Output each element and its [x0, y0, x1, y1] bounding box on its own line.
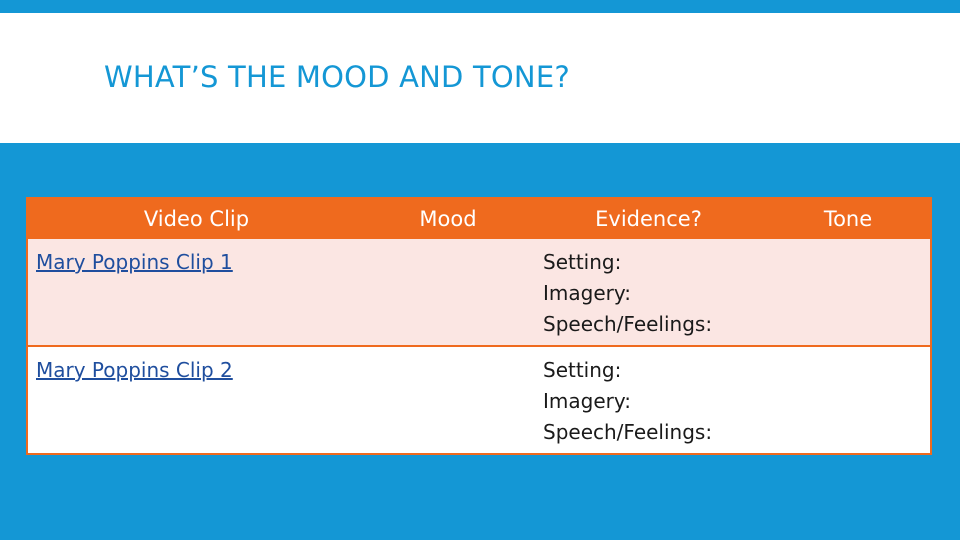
table-row: Mary Poppins Clip 2 Setting: Imagery: Sp… [27, 345, 931, 454]
evidence-setting: Setting: [543, 358, 622, 382]
clip-link-2[interactable]: Mary Poppins Clip 2 [36, 358, 233, 382]
evidence-imagery: Imagery: [543, 281, 631, 305]
header-tone: Tone [766, 198, 931, 239]
mood-cell[interactable] [365, 345, 531, 454]
evidence-speech-feelings: Speech/Feelings: [543, 312, 713, 336]
slide-title: WHAT’S THE MOOD AND TONE? [104, 60, 570, 94]
mood-tone-table: Video Clip Mood Evidence? Tone Mary Popp… [26, 197, 932, 455]
title-band [0, 13, 960, 143]
header-video-clip: Video Clip [27, 198, 365, 239]
evidence-imagery: Imagery: [543, 389, 631, 413]
header-mood: Mood [365, 198, 531, 239]
tone-cell[interactable] [766, 239, 931, 346]
table-row: Mary Poppins Clip 1 Setting: Imagery: Sp… [27, 239, 931, 346]
clip-cell: Mary Poppins Clip 2 [27, 345, 365, 454]
evidence-cell: Setting: Imagery: Speech/Feelings: [531, 345, 766, 454]
evidence-speech-feelings: Speech/Feelings: [543, 420, 713, 444]
clip-cell: Mary Poppins Clip 1 [27, 239, 365, 346]
evidence-cell: Setting: Imagery: Speech/Feelings: [531, 239, 766, 346]
evidence-setting: Setting: [543, 250, 622, 274]
clip-link-1[interactable]: Mary Poppins Clip 1 [36, 250, 233, 274]
mood-cell[interactable] [365, 239, 531, 346]
table-header-row: Video Clip Mood Evidence? Tone [27, 198, 931, 239]
header-evidence: Evidence? [531, 198, 766, 239]
tone-cell[interactable] [766, 345, 931, 454]
